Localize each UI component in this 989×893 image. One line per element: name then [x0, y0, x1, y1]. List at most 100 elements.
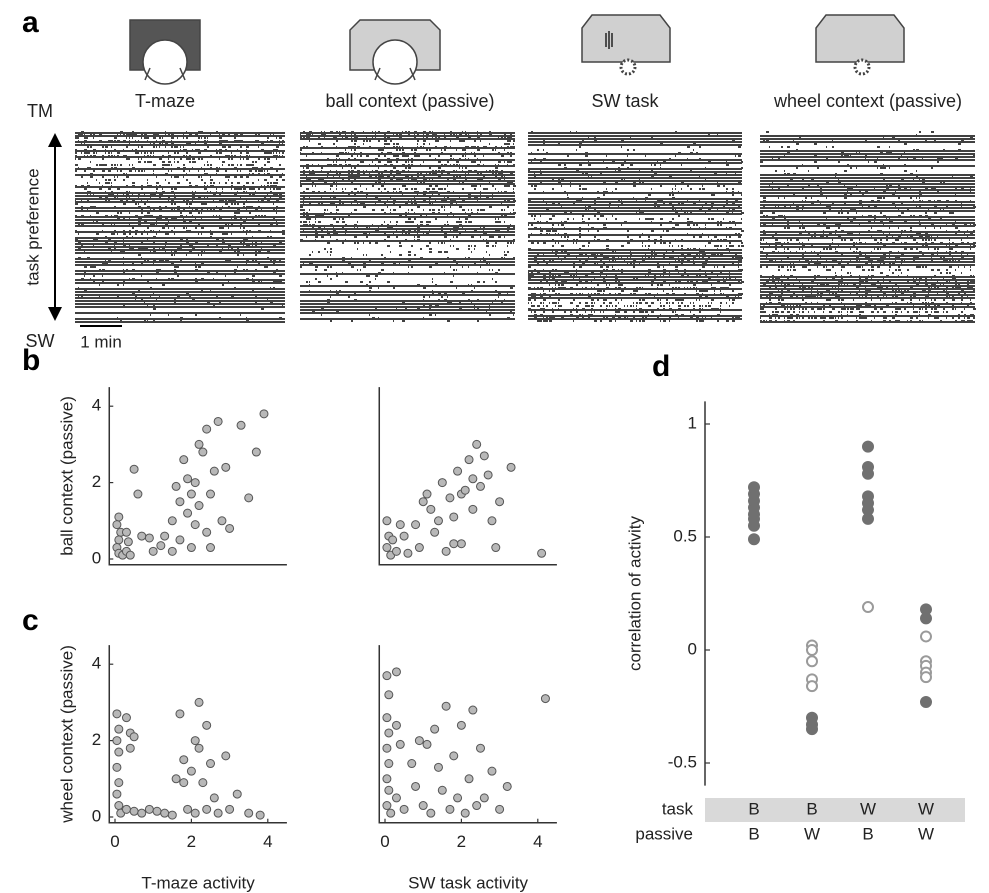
point	[115, 513, 123, 521]
y-axis-label: ball context (passive)	[57, 396, 76, 556]
point	[149, 547, 157, 555]
point	[465, 775, 473, 783]
raster	[760, 132, 976, 322]
point	[396, 521, 404, 529]
task-label: W	[860, 799, 876, 818]
y-tick-label: -0.5	[668, 752, 697, 771]
point	[484, 471, 492, 479]
point	[176, 536, 184, 544]
point	[113, 763, 121, 771]
point	[180, 756, 188, 764]
point	[419, 498, 427, 506]
point	[157, 542, 165, 550]
point	[454, 467, 462, 475]
column-title: T-maze	[135, 91, 195, 111]
point	[457, 721, 465, 729]
point	[438, 479, 446, 487]
point	[161, 532, 169, 540]
point	[168, 547, 176, 555]
point	[454, 794, 462, 802]
point	[392, 547, 400, 555]
point	[480, 452, 488, 460]
row-label: passive	[635, 824, 693, 843]
point	[383, 714, 391, 722]
point	[431, 528, 439, 536]
y-tick-label: 0	[92, 548, 101, 567]
y-axis-label: wheel context (passive)	[57, 645, 76, 824]
point	[237, 421, 245, 429]
point	[415, 737, 423, 745]
point	[404, 549, 412, 557]
point	[488, 517, 496, 525]
y-tick-label: 0	[92, 806, 101, 825]
x-axis-label: T-maze activity	[141, 873, 255, 892]
point	[427, 809, 435, 817]
point	[477, 482, 485, 490]
point	[207, 490, 215, 498]
point	[199, 448, 207, 456]
point	[863, 469, 873, 479]
raster	[300, 132, 516, 321]
point	[387, 809, 395, 817]
row-label: task	[662, 799, 694, 818]
point	[450, 513, 458, 521]
figure: abcdT-mazeball context (passive)SW taskw…	[0, 0, 989, 893]
point	[383, 517, 391, 525]
point	[469, 475, 477, 483]
point	[124, 538, 132, 546]
point	[130, 807, 138, 815]
point	[145, 534, 153, 542]
point	[210, 467, 218, 475]
point	[434, 517, 442, 525]
icon-tmaze	[130, 20, 200, 84]
task-label: B	[748, 799, 759, 818]
point	[434, 763, 442, 771]
point	[176, 498, 184, 506]
point	[423, 740, 431, 748]
point	[461, 809, 469, 817]
point	[477, 744, 485, 752]
point	[496, 805, 504, 813]
x-tick-label: 2	[187, 832, 196, 851]
point	[400, 532, 408, 540]
column-title: ball context (passive)	[325, 91, 494, 111]
point	[207, 544, 215, 552]
panel-label: a	[22, 6, 39, 39]
point	[383, 672, 391, 680]
y-tick-label: 0.5	[673, 526, 697, 545]
point	[807, 645, 817, 655]
point	[222, 463, 230, 471]
icon-wheel	[816, 15, 904, 74]
point	[191, 479, 199, 487]
point	[115, 536, 123, 544]
point	[134, 490, 142, 498]
point	[226, 524, 234, 532]
point	[492, 544, 500, 552]
point	[184, 475, 192, 483]
top-label: TM	[27, 101, 53, 121]
point	[187, 490, 195, 498]
y-tick-label: 2	[92, 730, 101, 749]
point	[383, 802, 391, 810]
point	[749, 521, 759, 531]
point	[184, 509, 192, 517]
point	[233, 790, 241, 798]
point	[385, 760, 393, 768]
point	[115, 779, 123, 787]
point	[113, 790, 121, 798]
point	[503, 782, 511, 790]
point	[473, 802, 481, 810]
point	[252, 448, 260, 456]
point	[469, 505, 477, 513]
point	[415, 544, 423, 552]
point	[195, 698, 203, 706]
point	[122, 714, 130, 722]
point	[245, 494, 253, 502]
point	[113, 521, 121, 529]
y-axis-label: correlation of activity	[625, 516, 644, 671]
point	[138, 532, 146, 540]
point	[921, 697, 931, 707]
point	[538, 549, 546, 557]
point	[807, 656, 817, 666]
point	[383, 775, 391, 783]
